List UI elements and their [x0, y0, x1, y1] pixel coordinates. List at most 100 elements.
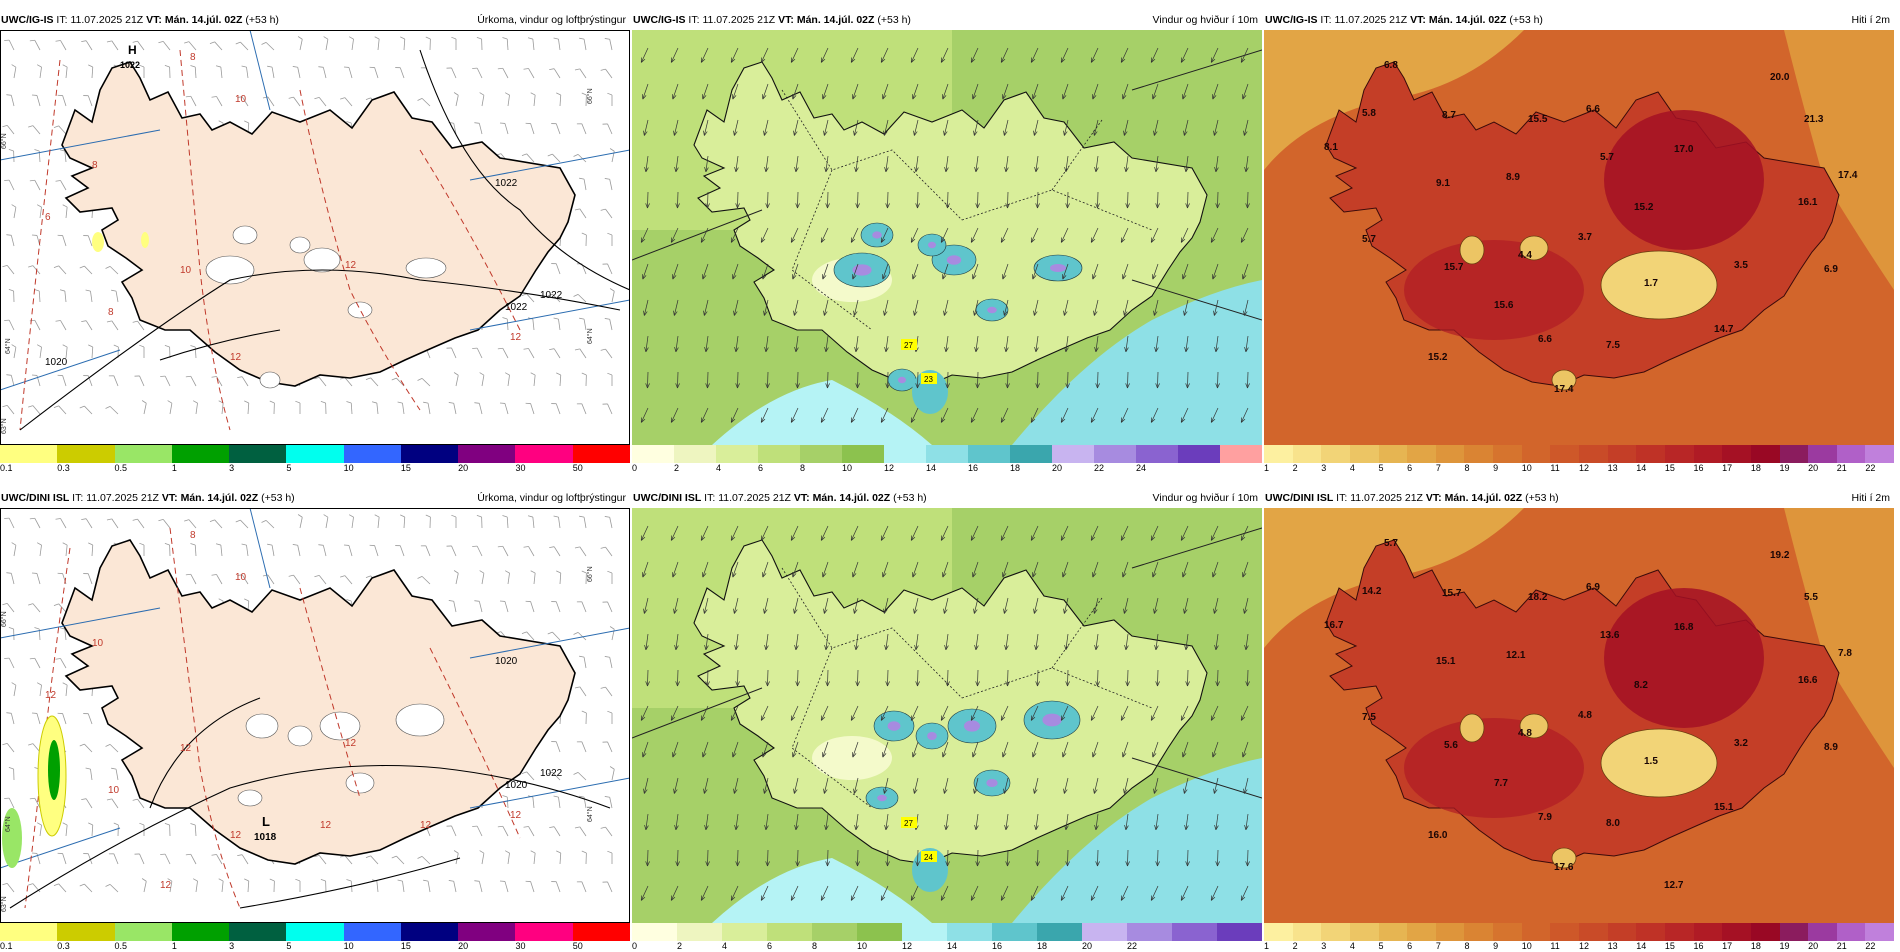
colorbar-tick-label: 22	[1094, 463, 1104, 474]
temp-value: 17.6	[1554, 862, 1574, 873]
colorbar-swatch	[57, 923, 114, 941]
precip-contour-label: 12	[230, 352, 242, 363]
temp-value: 3.7	[1578, 232, 1592, 243]
panel-header: UWC/DINI ISL IT: 11.07.2025 21Z VT: Mán.…	[1264, 490, 1894, 506]
colorbar-tick-label: 11	[1550, 463, 1559, 474]
temp-value: 14.2	[1362, 586, 1382, 597]
colorbar-tick-label: 10	[1522, 941, 1532, 952]
glacier	[348, 302, 372, 318]
temp-colorbar	[1264, 445, 1894, 463]
glacier	[320, 712, 360, 740]
temp-value: 8.1	[1324, 142, 1338, 153]
colorbar-tick-label: 6	[1407, 463, 1412, 474]
colorbar-tick-label: 19	[1779, 941, 1789, 952]
colorbar-tick-label: 4	[1350, 941, 1355, 952]
colorbar-swatch	[1550, 923, 1579, 941]
gust-label: 27	[904, 341, 913, 350]
init-time: 11.07.2025 21Z	[70, 14, 143, 26]
colorbar-swatch	[902, 923, 947, 941]
temp-field-cold	[1460, 236, 1484, 264]
colorbar-swatch	[1264, 923, 1293, 941]
panel-temp-igis: UWC/IG-IS IT: 11.07.2025 21Z VT: Mán. 14…	[1264, 12, 1894, 474]
glacier	[406, 258, 446, 278]
colorbar-tick-label: 20	[1082, 941, 1092, 952]
colorbar-swatch	[1865, 923, 1894, 941]
colorbar-swatch	[0, 923, 57, 941]
low-pressure-marker: L	[262, 814, 270, 829]
glacier	[238, 790, 262, 806]
colorbar-tick-label: 20	[1808, 941, 1818, 952]
valid-time: Mán. 14.júl. 02Z	[181, 492, 259, 504]
colorbar-tick-label: 15	[1665, 463, 1675, 474]
colorbar-swatch	[344, 445, 401, 463]
valid-time: Mán. 14.júl. 02Z	[813, 492, 891, 504]
colorbar-swatch	[1436, 923, 1465, 941]
colorbar-swatch	[1350, 923, 1379, 941]
wind-gust-core	[898, 377, 906, 383]
colorbar-tick-label: 9	[1493, 941, 1498, 952]
colorbar-tick-label: 20	[458, 463, 468, 474]
colorbar-swatch	[1579, 923, 1608, 941]
colorbar-tick-label: 17	[1722, 941, 1732, 952]
wind-gust-core	[987, 307, 997, 313]
colorbar-swatch	[1522, 923, 1551, 941]
temp-value: 14.7	[1714, 324, 1734, 335]
colorbar-swatch	[632, 445, 674, 463]
glacier	[246, 714, 278, 738]
model-name: UWC/DINI ISL	[633, 492, 701, 504]
colorbar-swatch	[1293, 445, 1322, 463]
colorbar-tick-label: 0	[632, 463, 637, 474]
colorbar-swatch	[1665, 923, 1694, 941]
grid-label: 64°N	[586, 806, 594, 822]
colorbar-swatch	[115, 923, 172, 941]
precip-contour-label: 12	[230, 830, 242, 841]
colorbar-swatch	[1837, 445, 1866, 463]
panel-header: UWC/DINI ISL IT: 11.07.2025 21Z VT: Mán.…	[632, 490, 1262, 506]
colorbar-tick-label: 18	[1010, 463, 1020, 474]
temp-value: 15.1	[1714, 802, 1734, 813]
colorbar-tick-label: 12	[884, 463, 894, 474]
colorbar-tick-label: 12	[902, 941, 912, 952]
colorbar-tick-label: 18	[1751, 463, 1761, 474]
colorbar-tick-label: 12	[1579, 941, 1589, 952]
temp-colorbar	[1264, 923, 1894, 941]
colorbar-tick-label: 15	[401, 941, 411, 952]
colorbar-tick-label: 8	[1464, 941, 1469, 952]
colorbar-tick-label: 30	[515, 941, 525, 952]
colorbar-swatch	[968, 445, 1010, 463]
colorbar-swatch	[1636, 445, 1665, 463]
colorbar-swatch	[812, 923, 857, 941]
colorbar-tick-label: 10	[1522, 463, 1532, 474]
colorbar-swatch	[1321, 445, 1350, 463]
colorbar-tick-label: 14	[947, 941, 957, 952]
isobar-label: 1022	[540, 290, 563, 301]
temp-value: 5.7	[1600, 152, 1614, 163]
colorbar-swatch	[1172, 923, 1217, 941]
temp-value: 12.1	[1506, 650, 1526, 661]
panel-title: Hiti í 2m	[1851, 490, 1890, 506]
colorbar-tick-label: 5	[1379, 463, 1384, 474]
colorbar-swatch	[758, 445, 800, 463]
precip-contour-label: 12	[180, 743, 192, 754]
colorbar-tick-label: 24	[1136, 463, 1146, 474]
high-pressure-value: 1022	[120, 60, 140, 70]
grid-label: 63°N	[0, 418, 8, 434]
colorbar-swatch	[1407, 445, 1436, 463]
precip-contour-label: 10	[108, 785, 120, 796]
precip-contour-label: 12	[510, 332, 522, 343]
colorbar-tick-label: 14	[1636, 941, 1646, 952]
temp-field-warm	[1404, 240, 1584, 340]
panel-wind-igis: UWC/IG-IS IT: 11.07.2025 21Z VT: Mán. 14…	[632, 12, 1262, 474]
colorbar-tick-label: 8	[800, 463, 805, 474]
temp-value: 7.5	[1606, 340, 1620, 351]
precip-contour-label: 10	[92, 638, 104, 649]
isobar-label: 1022	[505, 302, 528, 313]
colorbar-tick-label: 3	[229, 463, 234, 474]
colorbar-tick-label: 5	[286, 463, 291, 474]
colorbar-swatch	[573, 445, 630, 463]
colorbar-swatch	[229, 445, 286, 463]
wind-gust-core	[964, 720, 980, 731]
